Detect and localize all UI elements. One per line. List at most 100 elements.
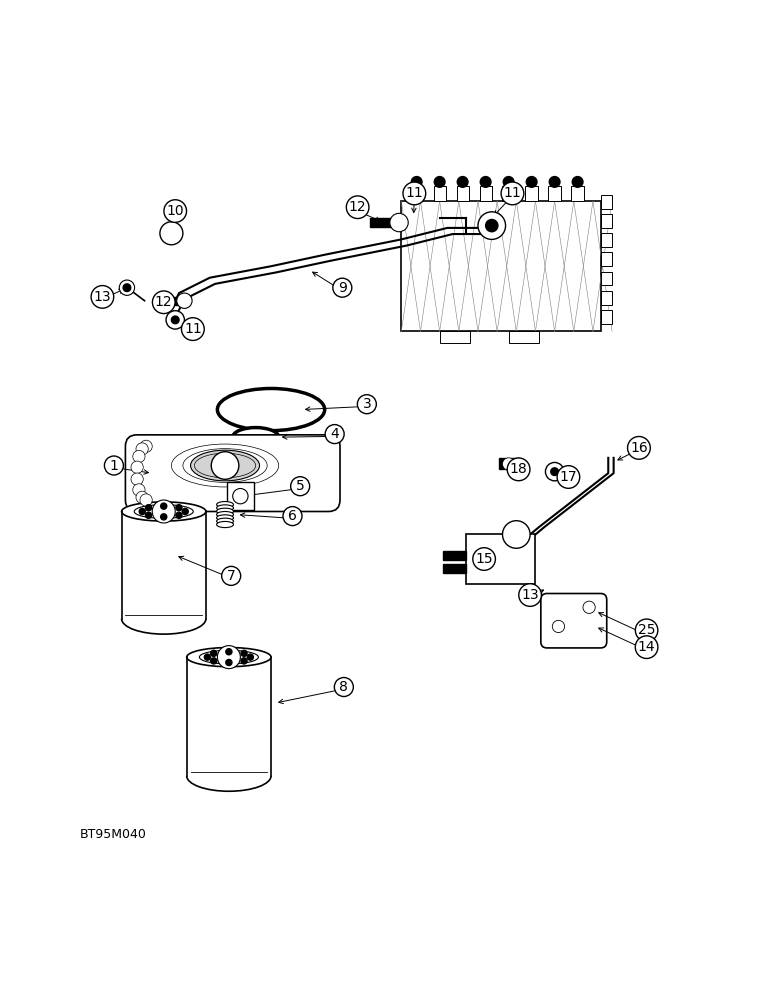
Circle shape (212, 452, 239, 479)
Text: 13: 13 (521, 588, 539, 602)
Ellipse shape (217, 518, 233, 524)
Text: 8: 8 (340, 680, 348, 694)
Circle shape (133, 484, 145, 496)
Circle shape (226, 649, 232, 655)
Circle shape (145, 505, 151, 511)
Circle shape (160, 222, 183, 245)
Circle shape (161, 514, 167, 520)
Text: 9: 9 (338, 281, 347, 295)
Circle shape (552, 620, 564, 633)
Text: 13: 13 (93, 290, 111, 304)
Ellipse shape (199, 650, 259, 664)
Circle shape (583, 601, 595, 613)
Circle shape (549, 177, 560, 187)
Text: 15: 15 (476, 552, 493, 566)
Ellipse shape (217, 511, 233, 518)
Circle shape (177, 293, 192, 308)
Bar (503, 186, 515, 201)
Bar (499, 458, 519, 469)
Circle shape (140, 440, 152, 452)
Circle shape (435, 177, 445, 187)
Bar (601, 214, 612, 228)
Text: 7: 7 (227, 569, 235, 583)
Ellipse shape (121, 502, 206, 521)
Circle shape (503, 458, 515, 470)
Bar (601, 310, 612, 324)
Text: 11: 11 (503, 186, 521, 200)
Text: 3: 3 (363, 397, 371, 411)
Bar (456, 186, 469, 201)
FancyBboxPatch shape (541, 594, 607, 648)
Circle shape (527, 177, 537, 187)
Bar (479, 186, 492, 201)
Bar (571, 186, 584, 201)
Bar (466, 534, 536, 584)
Text: 11: 11 (184, 322, 201, 336)
Circle shape (218, 646, 240, 669)
Ellipse shape (217, 521, 233, 528)
Circle shape (503, 521, 530, 548)
Circle shape (232, 489, 248, 504)
Text: 16: 16 (630, 441, 648, 455)
Circle shape (205, 654, 211, 660)
Circle shape (131, 461, 144, 473)
Ellipse shape (218, 388, 325, 431)
Bar (439, 331, 470, 343)
Ellipse shape (232, 428, 279, 447)
Circle shape (211, 658, 217, 664)
Text: 1: 1 (110, 459, 118, 473)
Ellipse shape (217, 508, 233, 514)
Circle shape (211, 650, 217, 656)
Ellipse shape (217, 515, 233, 521)
Text: 6: 6 (288, 509, 297, 523)
FancyBboxPatch shape (125, 435, 340, 511)
Ellipse shape (191, 450, 259, 481)
FancyBboxPatch shape (401, 201, 601, 331)
Bar (601, 195, 612, 209)
Bar (443, 564, 466, 573)
Circle shape (390, 213, 408, 232)
Ellipse shape (217, 502, 233, 508)
Bar (434, 186, 445, 201)
Bar (601, 252, 612, 266)
Circle shape (503, 177, 514, 187)
Bar (601, 272, 612, 285)
Text: 12: 12 (349, 200, 367, 214)
Text: 5: 5 (296, 479, 304, 493)
Circle shape (486, 219, 498, 232)
Circle shape (546, 462, 564, 481)
Text: 12: 12 (155, 295, 173, 309)
Circle shape (140, 494, 152, 506)
Text: 25: 25 (638, 623, 655, 637)
Bar (601, 233, 612, 247)
Circle shape (550, 468, 558, 475)
Circle shape (241, 658, 247, 664)
Circle shape (139, 508, 145, 515)
Text: BT95M040: BT95M040 (80, 828, 147, 841)
Ellipse shape (134, 505, 193, 518)
Circle shape (176, 512, 182, 518)
Bar (156, 297, 183, 305)
Bar (548, 186, 560, 201)
Bar (601, 291, 612, 305)
Ellipse shape (217, 505, 233, 511)
Text: 14: 14 (638, 640, 655, 654)
Circle shape (120, 280, 134, 295)
Text: 11: 11 (405, 186, 423, 200)
Text: 17: 17 (560, 470, 577, 484)
Circle shape (480, 177, 491, 187)
FancyBboxPatch shape (226, 482, 254, 510)
Circle shape (131, 473, 144, 485)
Circle shape (411, 177, 422, 187)
Circle shape (241, 650, 247, 656)
Text: 4: 4 (330, 427, 339, 441)
Bar (411, 186, 423, 201)
Circle shape (133, 450, 145, 463)
Bar (509, 331, 540, 343)
Bar (526, 186, 538, 201)
Circle shape (226, 659, 232, 666)
Circle shape (161, 503, 167, 509)
Circle shape (572, 177, 583, 187)
Circle shape (152, 500, 175, 523)
Circle shape (136, 491, 148, 503)
